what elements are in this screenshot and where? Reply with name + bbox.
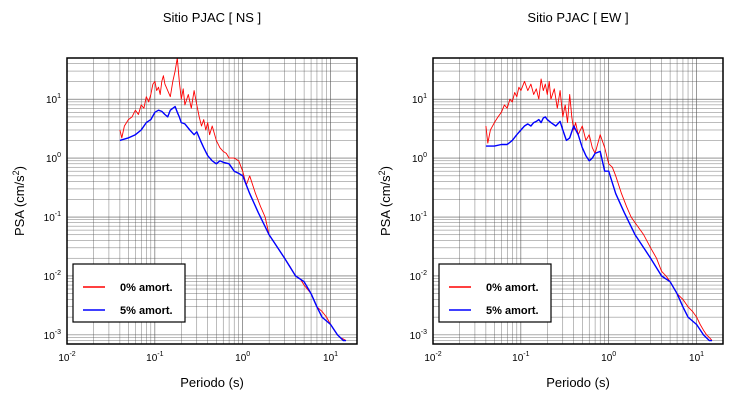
chart-title: Sitio PJAC [ NS ] xyxy=(163,10,261,25)
y-tick-label: 101 xyxy=(46,93,61,106)
x-tick-label: 101 xyxy=(689,351,704,364)
legend-label-1: 5% amort. xyxy=(120,305,173,317)
y-tick-label: 10-1 xyxy=(44,211,61,224)
legend-label-1: 5% amort. xyxy=(486,305,539,317)
y-tick-label: 100 xyxy=(412,152,427,165)
y-tick-label: 100 xyxy=(46,152,61,165)
x-tick-label: 10-2 xyxy=(424,351,441,364)
y-tick-label: 10-2 xyxy=(44,270,61,283)
legend-label-0: 0% amort. xyxy=(486,282,539,294)
x-tick-label: 10-1 xyxy=(146,351,163,364)
x-ticks: 10-2 10-1 100 101 xyxy=(424,351,704,364)
legend-label-0: 0% amort. xyxy=(120,282,173,294)
legend: 0% amort. 5% amort. xyxy=(73,264,185,322)
x-axis-label: Periodo (s) xyxy=(180,375,244,390)
y-tick-label: 10-1 xyxy=(410,211,427,224)
chart-ns: 10-3 10-2 10-1 100 101 10-2 10-1 100 101 Sitio … xyxy=(11,10,357,390)
y-tick-label: 10-3 xyxy=(44,329,61,342)
x-tick-label: 10-1 xyxy=(512,351,529,364)
x-tick-label: 101 xyxy=(323,351,338,364)
x-ticks: 10-2 10-1 100 101 xyxy=(58,351,338,364)
y-tick-label: 10-3 xyxy=(410,329,427,342)
x-axis-label: Periodo (s) xyxy=(546,375,610,390)
y-tick-label: 101 xyxy=(412,93,427,106)
y-tick-label: 10-2 xyxy=(410,270,427,283)
chart-title: Sitio PJAC [ EW ] xyxy=(527,10,628,25)
y-ticks: 10-3 10-2 10-1 100 101 xyxy=(410,93,427,342)
y-axis-label: PSA (cm/s2) xyxy=(377,166,393,236)
y-axis-label: PSA (cm/s2) xyxy=(11,166,27,236)
x-tick-label: 10-2 xyxy=(58,351,75,364)
x-tick-label: 100 xyxy=(235,351,250,364)
y-ticks: 10-3 10-2 10-1 100 101 xyxy=(44,93,61,342)
x-tick-label: 100 xyxy=(601,351,616,364)
legend: 0% amort. 5% amort. xyxy=(439,264,551,322)
chart-ew: 10-3 10-2 10-1 100 101 10-2 10-1 100 101 Sitio … xyxy=(377,10,723,390)
